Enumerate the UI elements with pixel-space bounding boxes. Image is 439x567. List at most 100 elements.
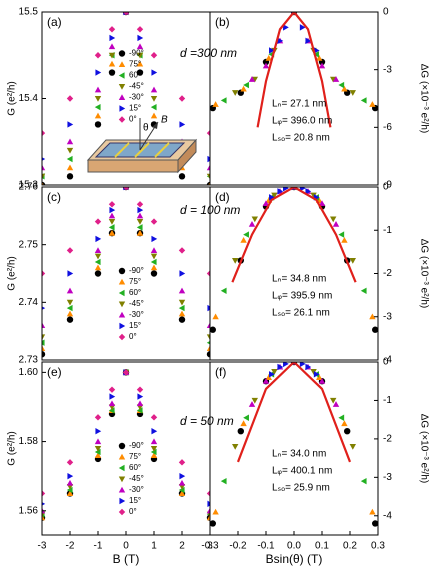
marker: [283, 24, 289, 31]
marker: [108, 52, 116, 59]
legend-marker: [118, 453, 126, 460]
marker: [136, 60, 144, 67]
marker: [283, 362, 289, 368]
plot-area: [42, 369, 210, 521]
substrate-end: [177, 138, 197, 174]
marker: [136, 69, 144, 76]
legend-marker: [119, 497, 126, 505]
marker: [67, 270, 74, 277]
marker: [136, 43, 144, 50]
marker: [206, 334, 210, 341]
marker: [108, 60, 116, 67]
marker: [248, 401, 256, 407]
marker: [332, 76, 340, 82]
marker: [210, 326, 216, 333]
x-axis-label: Bsin(θ) (T): [266, 552, 323, 566]
marker: [271, 192, 278, 199]
marker: [122, 369, 130, 376]
marker: [178, 304, 185, 312]
marker: [178, 310, 186, 317]
y-axis-label: G (e²/h): [7, 81, 18, 115]
marker: [66, 479, 74, 486]
x-tick-label: 0: [123, 541, 129, 552]
marker: [108, 212, 116, 219]
marker: [316, 54, 323, 61]
marker: [66, 95, 74, 102]
marker: [122, 12, 130, 16]
marker: [305, 188, 312, 195]
fit-line: [231, 187, 357, 283]
marker: [67, 121, 74, 128]
marker: [212, 101, 219, 107]
marker: [42, 322, 46, 328]
marker: [151, 428, 158, 435]
legend-label: -45°: [129, 82, 144, 91]
marker: [66, 316, 74, 323]
marker: [206, 340, 210, 345]
marker: [136, 229, 144, 236]
legend-label: 60°: [129, 288, 141, 297]
marker: [108, 219, 116, 225]
marker: [332, 220, 340, 227]
marker: [277, 363, 284, 371]
marker: [178, 479, 186, 486]
marker: [66, 486, 73, 494]
legend-marker: [118, 72, 125, 79]
marker: [349, 257, 356, 264]
marker: [94, 86, 102, 93]
marker: [212, 508, 219, 515]
marker: [251, 216, 258, 223]
marker: [318, 62, 326, 69]
legend-label: -45°: [129, 299, 144, 308]
marker: [95, 428, 102, 435]
marker: [207, 304, 210, 312]
marker: [108, 43, 116, 50]
x-tick-label: -2: [66, 541, 75, 552]
thickness-label: d =300 nm: [180, 46, 237, 60]
plot-area: [210, 362, 378, 527]
contact: [114, 142, 130, 158]
marker: [66, 459, 74, 466]
marker: [220, 477, 227, 485]
marker: [265, 374, 272, 380]
marker: [269, 371, 275, 378]
marker: [42, 339, 45, 346]
marker: [136, 224, 143, 231]
marker: [310, 192, 317, 199]
marker: [109, 34, 116, 42]
marker: [305, 363, 312, 371]
marker: [150, 52, 158, 59]
y-tick-label: -2: [383, 268, 392, 279]
marker: [277, 37, 284, 45]
marker: [277, 188, 284, 195]
y-tick-label: 1.58: [19, 436, 39, 447]
contact: [134, 142, 150, 158]
marker: [150, 445, 158, 452]
marker: [206, 270, 210, 277]
arrow-head: [152, 122, 158, 129]
plot-area: [42, 187, 210, 358]
x-tick-label: 0.0: [287, 541, 301, 552]
fit-parameter: Lₙ= 34.8 nm: [272, 274, 326, 285]
fit-line: [256, 12, 332, 128]
marker: [66, 490, 74, 497]
legend-marker: [118, 116, 126, 123]
marker: [42, 173, 46, 180]
marker: [108, 224, 115, 231]
legend-marker: [118, 94, 126, 101]
y-axis-label: G (e²/h): [7, 256, 18, 290]
thickness-label: d = 50 nm: [180, 414, 234, 428]
marker: [94, 52, 102, 59]
marker: [212, 313, 219, 320]
panel-label: (b): [215, 15, 230, 29]
panel-label: (e): [47, 365, 62, 379]
marker: [271, 369, 278, 375]
marker: [240, 85, 247, 92]
marker: [178, 459, 186, 466]
y-tick-label: 0: [383, 182, 389, 193]
marker: [206, 345, 210, 352]
marker: [109, 393, 116, 400]
marker: [283, 187, 289, 192]
marker: [108, 229, 116, 236]
